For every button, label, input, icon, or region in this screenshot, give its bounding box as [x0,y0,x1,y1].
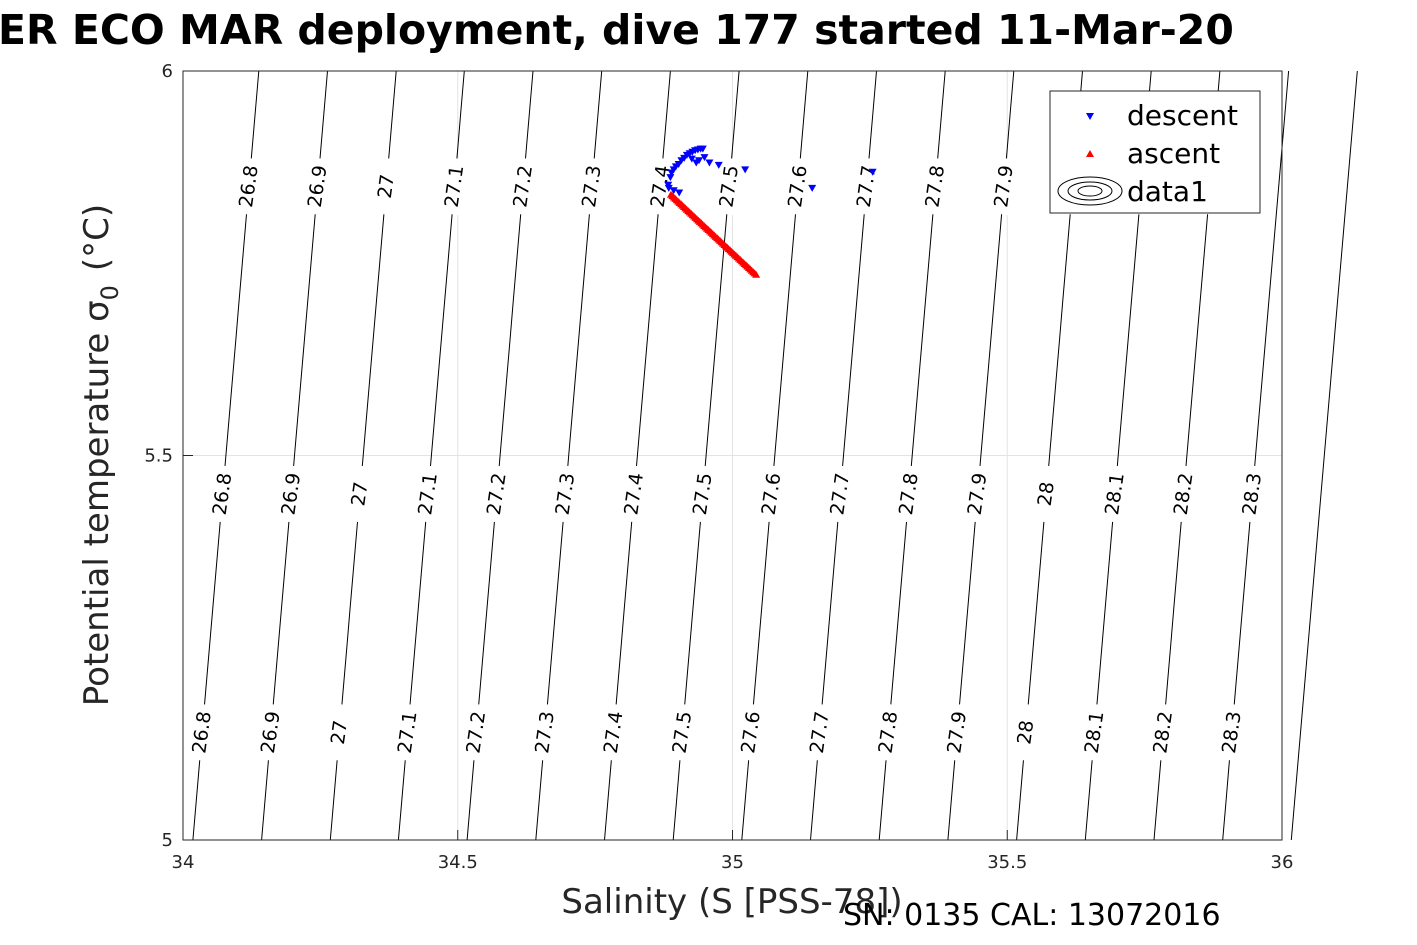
contour-label-bg [344,464,376,524]
contour-label-bg [687,464,719,524]
contour-label-bg [460,702,493,762]
contour-label-bg [755,464,788,524]
contour-label-bg [824,464,856,524]
contour-label-bg [391,702,424,762]
contour-label: 27 [347,480,372,507]
descent-point [675,189,684,197]
y-tick-label: 5.5 [144,446,173,467]
contour-label-bg [507,156,539,216]
legend-descent-marker [1086,113,1094,120]
legend-contour-icon [1057,176,1123,206]
x-tick-label: 35 [721,852,744,873]
contour-label-bg [803,702,836,762]
tick-labels: 34 34.5 35 35.5 36 5 5.5 6 [144,61,1293,873]
contour-label-bg [1030,464,1063,524]
contour-label-bg [1078,702,1111,762]
contour-labels: 26.826.826.826.926.926.927272727.127.127… [186,156,1269,762]
contour-label-bg [1167,464,1200,524]
svg-text:Potential temperature σ0(°C): Potential temperature σ0(°C) [77,204,124,706]
contour-label-bg [480,464,513,524]
descent-point [669,187,678,195]
contour-label-bg [206,464,239,524]
y-tick-label: 5 [162,830,173,851]
contour-label-bg [323,702,356,762]
descent-point [868,168,877,176]
contour-label-bg [1010,702,1042,762]
contour-label-bg [576,156,608,216]
contour-label: 27 [327,719,352,746]
contour-label-bg [872,702,905,762]
contour-label-bg [988,156,1020,216]
contour-label-bg [597,702,630,762]
contour-label-bg [186,702,218,762]
contour-label: 28 [1013,719,1038,746]
legend-ascent-label: ascent [1127,137,1220,170]
legend-data1-label: data1 [1127,175,1208,208]
contour-label-bg [1099,464,1131,524]
contour-label: 27 [374,173,399,200]
contour-label-bg [438,156,471,216]
y-axis-label: Potential temperature σ0(°C) [77,204,124,706]
x-tick-label: 35.5 [987,852,1027,873]
contour-label-bg [644,156,677,216]
descent-point [700,154,709,162]
legend-ascent-marker [1086,150,1094,157]
legend-descent-label: descent [1127,99,1238,132]
contour-label-bg [549,464,582,524]
descent-point [808,184,817,192]
contour-label: 28 [1034,480,1059,507]
contour-label-bg [713,156,745,216]
ascent-point [752,270,761,278]
contour-label-bg [275,464,308,524]
contour-label-bg [961,464,994,524]
contour-label-bg [782,156,814,216]
contour-label-bg [941,702,973,762]
descent-point [666,174,675,182]
descent-point [694,157,703,165]
x-axis-label: Salinity (S [PSS-78]) [561,882,902,922]
descent-point [698,145,707,153]
contour-label-bg [370,156,403,216]
descent-point [705,159,714,167]
footer-serial-calibration: SN: 0135 CAL: 13072016 [843,898,1221,933]
x-tick-label: 34 [172,852,195,873]
contour-label-bg [1216,702,1248,762]
contour-label-bg [735,702,767,762]
x-tick-label: 36 [1271,852,1294,873]
contour-label-bg [412,464,444,524]
contour-label-bg [618,464,650,524]
contour-label-bg [301,156,334,216]
data-series [664,145,877,278]
descent-point [714,161,723,169]
contour-label-bg [1147,702,1179,762]
contour-label-bg [255,702,287,762]
contour-label-bg [1236,464,1269,524]
x-tick-label: 34.5 [438,852,478,873]
legend-box [1049,90,1261,214]
legend: descent ascent data1 [1049,90,1261,214]
y-axis-label-subscript: 0 [96,285,124,300]
descent-point [664,184,673,192]
descent-point [741,166,750,174]
contour-label-bg [529,702,561,762]
contour-label-bg [666,702,699,762]
descent-point [687,155,696,163]
axes [182,70,1283,841]
y-tick-label: 6 [162,61,173,82]
contour-label-bg [893,464,925,524]
contour-label-bg [919,156,952,216]
contour-line [1290,70,1358,841]
contour-label-bg [233,156,265,216]
chart-title: TER ECO MAR deployment, dive 177 started… [0,6,1234,54]
